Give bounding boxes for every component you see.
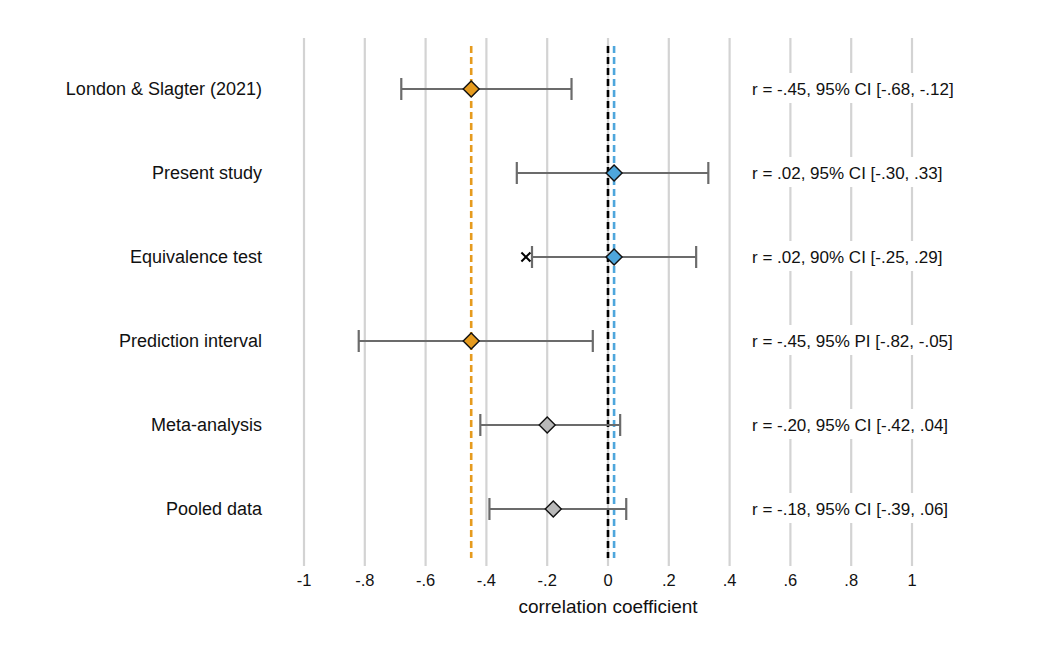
cap — [516, 162, 518, 184]
axis-label: correlation coefficient — [518, 596, 698, 617]
tick-label: -.2 — [538, 571, 557, 589]
reference-line — [613, 46, 616, 558]
grid-line — [425, 38, 427, 566]
tick-label: -1 — [297, 571, 312, 589]
grid — [304, 38, 912, 566]
cap — [479, 414, 481, 436]
grid-line — [303, 38, 305, 566]
error-bar — [532, 246, 696, 268]
tick-label: 1 — [907, 571, 916, 589]
grid-line — [728, 38, 730, 566]
category-label: Present study — [152, 163, 262, 183]
equivalence-bound — [521, 253, 530, 262]
reference-line — [470, 46, 473, 558]
point — [606, 165, 622, 181]
bound-marker — [521, 253, 530, 262]
annotation-bg — [748, 493, 954, 523]
cap — [531, 246, 533, 268]
cap — [592, 330, 594, 352]
cap — [570, 78, 572, 100]
cap — [707, 162, 709, 184]
annotation: r = -.18, 95% CI [-.39, .06] — [752, 500, 948, 519]
tick-label: -.8 — [355, 571, 374, 589]
annotation-bg — [748, 241, 948, 271]
annotation-bg — [748, 157, 948, 187]
tick-label: -.4 — [477, 571, 496, 589]
grid-line — [850, 38, 852, 566]
tick-label: .8 — [844, 571, 858, 589]
marks — [359, 46, 709, 558]
category-label: Pooled data — [166, 499, 263, 519]
chart: -1 -.8 -.6 -.4 -.2 0 .2 .4 .6 .8 1 correlation coef… — [0, 0, 1058, 656]
bound-marker — [521, 253, 530, 262]
category-label: London & Slagter (2021) — [66, 79, 262, 99]
annotation: r = -.45, 95% PI [-.82, -.05] — [752, 332, 953, 351]
annotation-bg — [748, 73, 960, 103]
error-bar — [517, 162, 709, 184]
cap — [695, 246, 697, 268]
cap — [358, 330, 360, 352]
reference-line — [607, 46, 610, 558]
grid-line — [607, 38, 609, 566]
point — [463, 333, 479, 349]
error-bar — [489, 498, 626, 520]
cap — [625, 498, 627, 520]
point — [606, 249, 622, 265]
tick-label: .4 — [723, 571, 737, 589]
cap — [488, 498, 490, 520]
tick-label: -.6 — [416, 571, 435, 589]
whisker — [401, 88, 571, 90]
grid-line — [364, 38, 366, 566]
annotation: r = -.20, 95% CI [-.42, .04] — [752, 416, 948, 435]
point — [539, 417, 555, 433]
tick-label: .2 — [662, 571, 676, 589]
annotation: r = .02, 95% CI [-.30, .33] — [752, 164, 942, 183]
tick-label: 0 — [603, 571, 612, 589]
grid-line — [911, 38, 913, 566]
grid-line — [485, 38, 487, 566]
point — [545, 501, 561, 517]
category-label: Equivalence test — [130, 247, 262, 267]
category-label: Meta-analysis — [151, 415, 262, 435]
annotation-bg — [748, 409, 954, 439]
point — [463, 81, 479, 97]
grid-line — [789, 38, 791, 566]
cap — [619, 414, 621, 436]
grid-line — [546, 38, 548, 566]
category-label: Prediction interval — [119, 331, 262, 351]
cap — [400, 78, 402, 100]
error-bar — [359, 330, 593, 352]
annotation-bg — [748, 325, 959, 355]
error-bar — [401, 78, 571, 100]
error-bar — [480, 414, 620, 436]
annotation: r = -.45, 95% CI [-.68, -.12] — [752, 80, 954, 99]
annotation: r = .02, 90% CI [-.25, .29] — [752, 248, 942, 267]
grid-line — [668, 38, 670, 566]
tick-label: .6 — [784, 571, 798, 589]
